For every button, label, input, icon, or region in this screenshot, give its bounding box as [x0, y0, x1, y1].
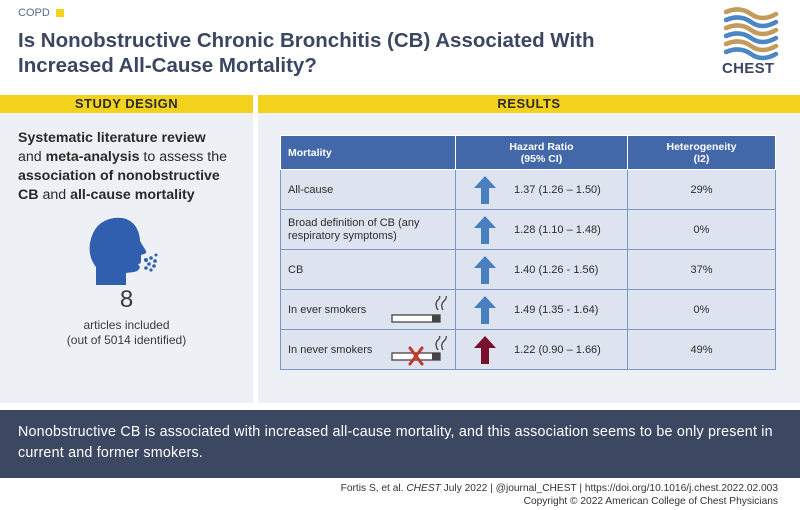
row-heterogeneity: 49% — [627, 329, 776, 370]
design-text-4: to assess the — [139, 149, 228, 165]
row-heterogeneity: 0% — [627, 209, 776, 250]
arrow-up-shape — [474, 256, 496, 284]
arrow-up-shape — [474, 176, 496, 204]
arrow-up-icon — [474, 216, 496, 244]
arrow-up-shape — [474, 336, 496, 364]
table-row: All-cause 1.37 (1.26 – 1.50) 29% — [280, 169, 776, 210]
table-row: Broad definition of CB (any respiratory … — [280, 209, 776, 250]
conclusion-banner: Nonobstructive CB is associated with inc… — [0, 410, 800, 478]
results-table: Mortality Hazard Ratio (95% CI) Heterogen… — [280, 135, 776, 370]
arrow-up-icon — [474, 176, 496, 204]
footer-separator: | — [487, 483, 496, 494]
articles-identified: (out of 5014 identified) — [66, 333, 187, 347]
chest-logo-icon — [723, 7, 779, 61]
doi-link[interactable]: https://doi.org/10.1016/j.chest.2022.02.… — [584, 483, 778, 494]
col-hr-line1: Hazard Ratio — [509, 140, 574, 153]
row-hr: 1.28 (1.10 – 1.48) — [514, 223, 601, 236]
table-row: In ever smokers 1.49 (1.35 - 1.64) 0% — [280, 289, 776, 330]
row-hr: 1.22 (0.90 – 1.66) — [514, 343, 601, 356]
col-hazard-ratio: Hazard Ratio (95% CI) — [455, 135, 628, 170]
design-text-3: meta-analysis — [45, 149, 140, 165]
arrow-up-icon — [474, 296, 496, 324]
citation-line: Fortis S, et al. CHEST July 2022 | @jour… — [341, 482, 778, 495]
col-het-line2: (I2) — [693, 152, 710, 165]
row-hr-cell: 1.22 (0.90 – 1.66) — [455, 329, 628, 370]
design-text-6: and — [38, 187, 71, 203]
row-label: CB — [280, 249, 456, 290]
arrow-up-icon — [474, 256, 496, 284]
col-heterogeneity: Heterogeneity (I2) — [627, 135, 776, 170]
study-design-band: STUDY DESIGN — [0, 95, 253, 113]
topic-label: COPD — [18, 7, 64, 19]
results-panel: RESULTS Mortality Hazard Ratio (95% CI) H… — [258, 95, 800, 403]
page-title: Is Nonobstructive Chronic Bronchitis (CB… — [18, 29, 595, 77]
table-row: CB 1.40 (1.26 - 1.56) 37% — [280, 249, 776, 290]
row-heterogeneity: 0% — [627, 289, 776, 330]
row-hr: 1.37 (1.26 – 1.50) — [514, 183, 601, 196]
row-label: In never smokers — [288, 343, 373, 356]
arrow-up-shape — [474, 216, 496, 244]
table-header-row: Mortality Hazard Ratio (95% CI) Heterogen… — [280, 135, 776, 170]
twitter-handle: @journal_CHEST — [495, 483, 577, 494]
footer: Fortis S, et al. CHEST July 2022 | @jour… — [341, 482, 778, 508]
row-hr-cell: 1.40 (1.26 - 1.56) — [455, 249, 628, 290]
citation-authors: Fortis S, et al. — [340, 483, 407, 494]
citation-date: July 2022 — [440, 483, 488, 494]
row-heterogeneity: 29% — [627, 169, 776, 210]
row-label: In ever smokers — [288, 303, 367, 316]
person-head-icon — [89, 217, 158, 285]
citation-journal: CHEST — [406, 483, 441, 494]
col-hr-line2: (95% CI) — [520, 152, 563, 165]
articles-included: articles included — [83, 318, 170, 332]
topic-text: COPD — [18, 7, 50, 19]
design-text-7: all-cause mortality — [70, 187, 195, 203]
footer-separator: | — [576, 483, 585, 494]
row-hr-cell: 1.49 (1.35 - 1.64) — [455, 289, 628, 330]
row-label: All-cause — [280, 169, 456, 210]
articles-label: articles included (out of 5014 identifie… — [0, 318, 253, 348]
row-label: Broad definition of CB (any respiratory … — [280, 209, 456, 250]
row-hr-cell: 1.28 (1.10 – 1.48) — [455, 209, 628, 250]
design-text-2: and — [18, 149, 46, 165]
design-text-1: Systematic literature review — [18, 130, 206, 146]
copyright: Copyright © 2022 American College of Che… — [523, 496, 778, 507]
results-band: RESULTS — [258, 95, 800, 113]
row-heterogeneity: 37% — [627, 249, 776, 290]
chest-logo-text: CHEST — [722, 60, 775, 77]
row-hr: 1.40 (1.26 - 1.56) — [514, 263, 599, 276]
design-text-5: association of nonobstructive CB — [18, 168, 220, 203]
row-label-cell: In ever smokers — [280, 289, 456, 330]
row-hr: 1.49 (1.35 - 1.64) — [514, 303, 599, 316]
arrow-up-nonsignificant-icon — [474, 336, 496, 364]
row-label-cell: In never smokers — [280, 329, 456, 370]
topic-square-icon — [55, 9, 64, 17]
table-row: In never smokers 1.22 (0.90 – 1.66) 49% — [280, 329, 776, 370]
article-count: 8 — [119, 286, 134, 313]
cigarette-icon — [391, 296, 447, 323]
study-design-panel: STUDY DESIGN Systematic literature revie… — [0, 95, 253, 403]
arrow-up-shape — [474, 296, 496, 324]
col-het-line1: Heterogeneity — [666, 140, 737, 153]
col-mortality: Mortality — [280, 135, 456, 170]
study-design-text: Systematic literature review and meta-ana… — [18, 129, 243, 205]
row-hr-cell: 1.37 (1.26 – 1.50) — [455, 169, 628, 210]
no-smoking-cigarette-icon — [391, 336, 447, 366]
